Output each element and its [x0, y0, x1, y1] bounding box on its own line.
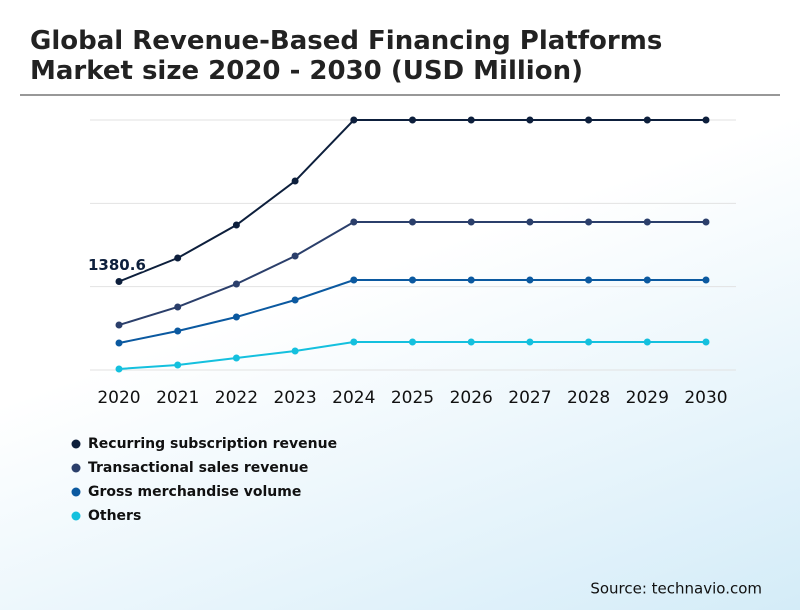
point	[232, 313, 240, 321]
point	[409, 338, 416, 346]
legend-marker	[71, 487, 81, 497]
point	[585, 338, 593, 346]
point	[350, 338, 358, 346]
x-tick-label: 2021	[156, 388, 199, 408]
point	[526, 116, 534, 124]
x-tick-label: 2024	[332, 388, 375, 408]
point	[409, 116, 416, 124]
point	[409, 218, 416, 226]
point	[526, 276, 534, 284]
x-tick-label: 2029	[626, 388, 669, 408]
point	[702, 276, 710, 284]
point	[232, 280, 240, 288]
x-tick-label: 2025	[391, 388, 434, 408]
point	[115, 365, 123, 373]
point	[643, 218, 651, 226]
legend-label: Gross merchandise volume	[88, 484, 301, 500]
point	[526, 338, 534, 346]
point	[467, 338, 475, 346]
point	[467, 116, 475, 124]
x-tick-label: 2022	[215, 388, 258, 408]
point	[526, 218, 534, 226]
source: Source: technavio.com	[590, 580, 762, 598]
point	[174, 361, 182, 369]
series-line	[118, 220, 706, 326]
x-tick-label: 2026	[450, 388, 493, 408]
x-tick-label: 2028	[567, 388, 610, 408]
point	[174, 254, 182, 262]
point	[702, 218, 710, 226]
point	[467, 218, 475, 226]
chart-title: Global Revenue-Based Financing Platforms…	[30, 26, 663, 86]
point	[291, 177, 299, 185]
point	[232, 221, 240, 229]
point	[467, 276, 475, 284]
point	[409, 276, 416, 284]
legend-marker	[71, 463, 81, 473]
series-line	[118, 279, 706, 344]
point	[115, 278, 123, 285]
point	[643, 276, 651, 284]
x-tick-label: 2023	[273, 388, 316, 408]
point	[115, 321, 123, 329]
point	[232, 354, 240, 362]
point	[585, 276, 593, 284]
point	[643, 338, 651, 346]
point	[350, 218, 358, 226]
point	[585, 116, 593, 124]
data-label: 1380.6	[88, 256, 146, 274]
point	[350, 276, 358, 284]
legend-marker	[71, 511, 81, 521]
point	[115, 339, 123, 347]
point	[643, 116, 651, 124]
x-tick-label: 2027	[508, 388, 551, 408]
series-line	[118, 340, 706, 370]
series-line	[118, 119, 706, 283]
point	[174, 327, 182, 335]
point	[702, 116, 710, 124]
point	[350, 116, 358, 124]
point	[585, 218, 593, 226]
x-tick-label: 2020	[97, 388, 140, 408]
legend-label: Recurring subscription revenue	[88, 436, 337, 452]
point	[702, 338, 710, 346]
x-tick-label: 2030	[684, 388, 727, 408]
point	[291, 347, 299, 355]
legend-label: Transactional sales revenue	[88, 460, 308, 476]
legend-marker	[71, 439, 81, 449]
point	[174, 303, 182, 311]
point	[291, 252, 299, 260]
point	[291, 296, 299, 304]
legend-label: Others	[88, 508, 141, 524]
